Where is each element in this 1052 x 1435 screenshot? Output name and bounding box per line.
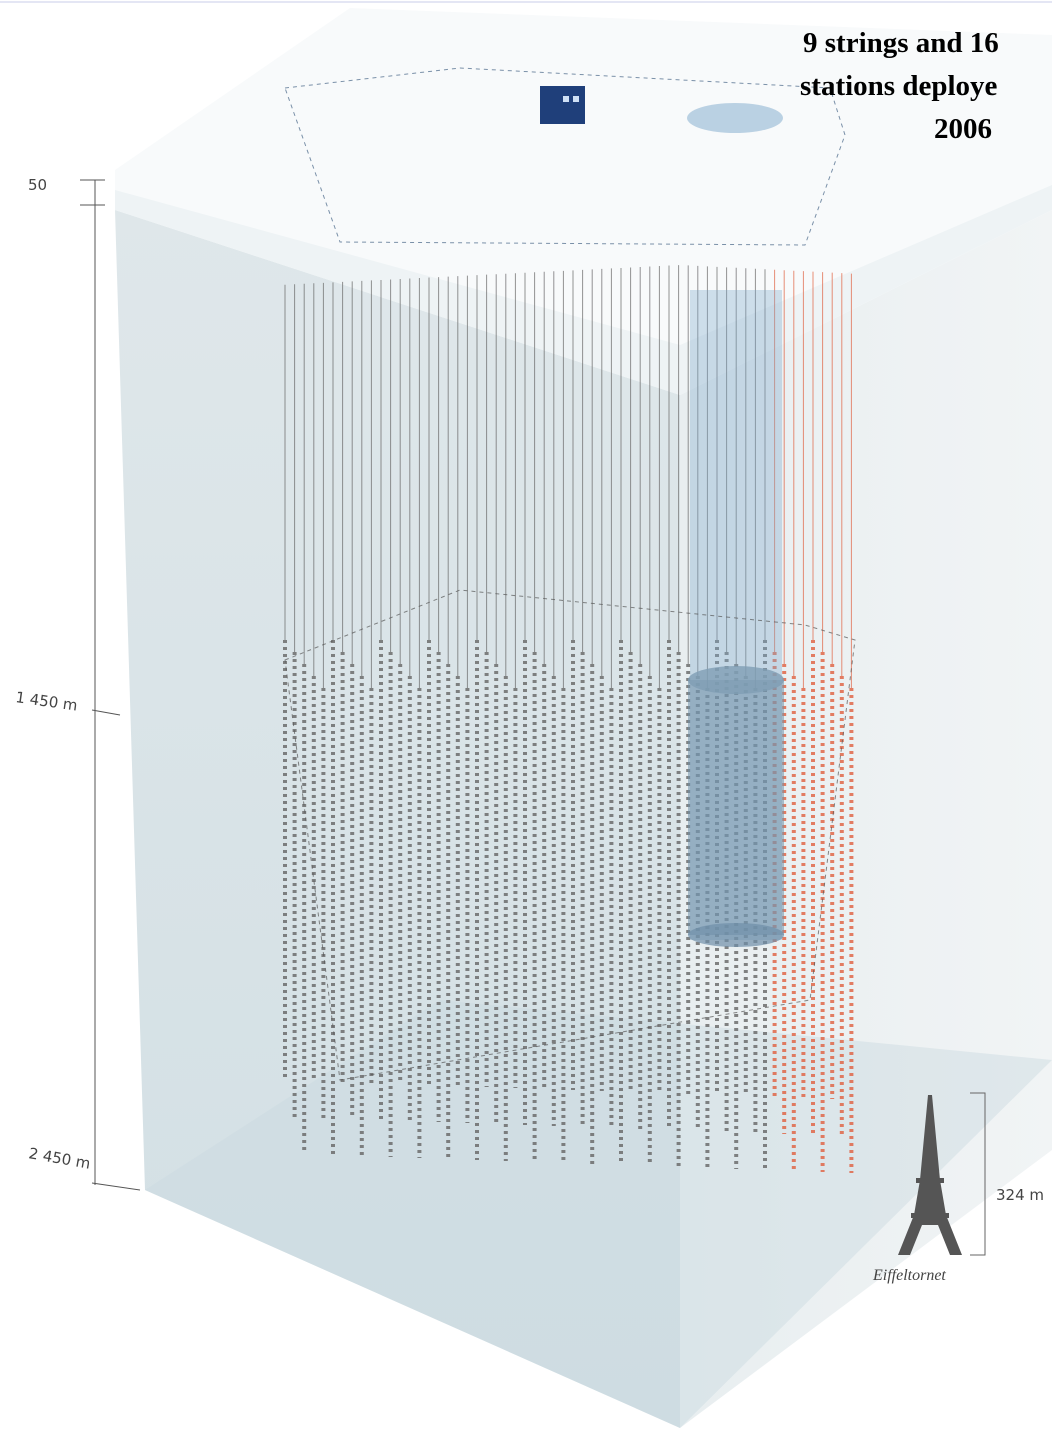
window [563,96,569,102]
scale-tick [92,710,120,715]
height-label: 324 m [996,1186,1044,1204]
page: 50 1 450 m 2 450 m 324 m Eiffeltornet 9 … [0,0,1052,1435]
caption-line: 9 strings and 16 [803,27,999,59]
cylinder-bottom [688,923,784,947]
depth-label: 50 [28,176,47,194]
illustration: 50 1 450 m 2 450 m 324 m Eiffeltornet 9 … [0,0,1052,1435]
depth-label: 2 450 m [27,1144,92,1173]
depth-label: 1 450 m [14,688,78,714]
window [573,96,579,102]
caption-line: stations deploye [800,70,998,102]
caption-line: 2006 [934,113,992,145]
landmark-label: Eiffeltornet [872,1267,946,1284]
deepcore-cylinder [688,680,784,935]
deepcore-surface [687,103,783,133]
scale-tick [92,1183,140,1190]
lab-building [540,86,585,124]
cylinder-top [688,666,784,694]
